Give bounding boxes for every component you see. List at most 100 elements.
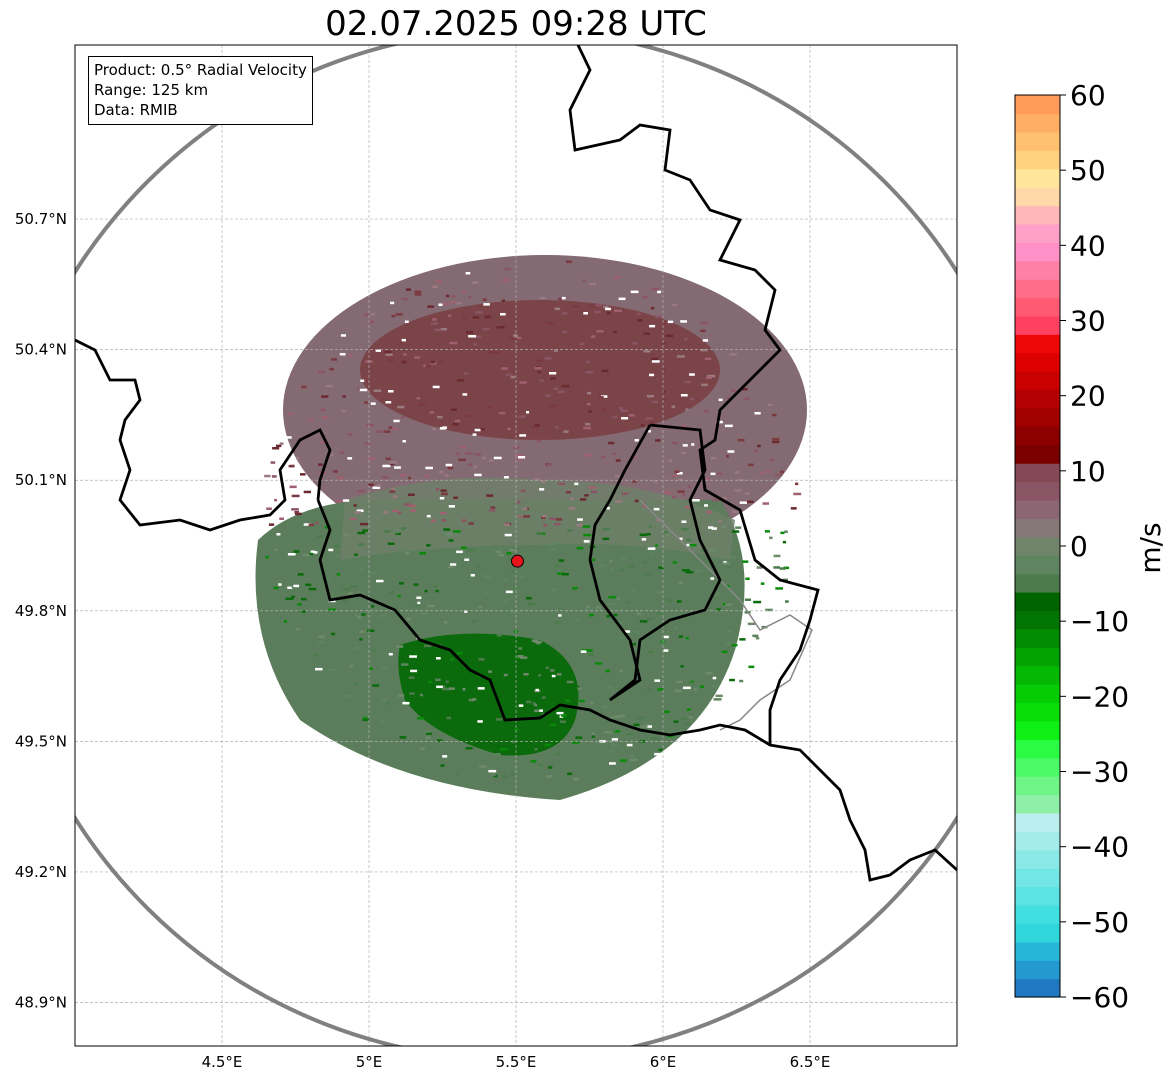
echo-speckle <box>706 376 712 380</box>
echo-speckle <box>391 427 398 431</box>
echo-speckle <box>689 543 697 547</box>
colorbar-swatch <box>1015 555 1060 575</box>
echo-speckle <box>586 360 591 364</box>
echo-speckle <box>395 532 401 535</box>
echo-speckle <box>667 320 674 324</box>
colorbar-swatch <box>1015 849 1060 869</box>
echo-speckle <box>330 453 334 457</box>
echo-speckle <box>631 342 638 345</box>
colorbar-swatch <box>1015 684 1060 704</box>
echo-speckle <box>467 463 473 466</box>
echo-speckle <box>591 735 595 738</box>
echo-speckle <box>339 451 345 454</box>
echo-speckle <box>735 526 742 529</box>
echo-speckle <box>558 559 564 562</box>
echo-speckle <box>519 381 527 384</box>
colorbar-swatch <box>1015 904 1060 924</box>
echo-speckle <box>756 504 762 508</box>
echo-speckle <box>341 598 348 602</box>
echo-speckle <box>534 704 538 707</box>
echo-speckle <box>705 671 713 675</box>
echo-speckle <box>450 408 457 411</box>
echo-speckle <box>581 649 590 652</box>
echo-speckle <box>765 470 770 473</box>
echo-speckle <box>678 635 683 638</box>
echo-speckle <box>427 680 432 684</box>
echo-speckle <box>700 321 708 325</box>
echo-speckle <box>363 716 368 720</box>
echo-speckle <box>619 621 623 624</box>
echo-speckle <box>531 639 538 642</box>
echo-speckle <box>361 613 366 616</box>
echo-speckle <box>681 451 686 455</box>
echo-speckle <box>621 492 629 495</box>
echo-speckle <box>328 548 334 552</box>
echo-speckle <box>401 297 409 301</box>
echo-speckle <box>371 605 375 608</box>
echo-speckle <box>561 384 570 388</box>
colorbar-swatch <box>1015 776 1060 796</box>
echo-speckle <box>645 417 653 420</box>
echo-speckle <box>607 602 616 605</box>
echo-speckle <box>727 450 735 453</box>
echo-speckle <box>266 507 272 510</box>
echo-speckle <box>682 444 688 447</box>
echo-speckle <box>505 590 513 594</box>
echo-speckle <box>534 366 542 370</box>
echo-speckle <box>695 569 702 573</box>
echo-speckle <box>734 471 740 474</box>
echo-speckle <box>779 567 786 570</box>
echo-speckle <box>755 637 760 640</box>
echo-speckle <box>656 591 664 594</box>
echo-speckle <box>722 497 727 500</box>
echo-speckle <box>409 692 415 695</box>
echo-speckle <box>654 679 661 682</box>
echo-speckle <box>619 759 627 762</box>
echo-speckle <box>574 482 579 486</box>
echo-speckle <box>279 517 284 520</box>
echo-speckle <box>713 593 720 596</box>
echo-speckle <box>671 474 678 478</box>
echo-speckle <box>771 440 780 444</box>
echo-speckle <box>752 644 760 647</box>
echo-speckle <box>693 688 698 691</box>
echo-speckle <box>717 472 723 476</box>
colorbar-tick-label: 50 <box>1070 154 1106 187</box>
echo-speckle <box>461 290 467 293</box>
echo-speckle <box>335 554 340 557</box>
echo-speckle <box>360 379 365 382</box>
echo-speckle <box>617 636 625 639</box>
echo-speckle <box>619 568 624 572</box>
echo-speckle <box>549 404 557 408</box>
echo-speckle <box>340 334 346 337</box>
echo-speckle <box>543 524 548 527</box>
echo-speckle <box>685 506 690 509</box>
echo-speckle <box>447 314 452 318</box>
echo-speckle <box>501 367 508 370</box>
echo-speckle <box>662 390 666 394</box>
echo-speckle <box>566 260 572 263</box>
echo-speckle <box>676 600 682 603</box>
echo-speckle <box>522 507 528 510</box>
echo-speckle <box>666 599 673 602</box>
echo-speckle <box>310 550 315 553</box>
echo-speckle <box>502 775 508 778</box>
echo-speckle <box>507 427 511 431</box>
echo-speckle <box>658 566 664 569</box>
echo-speckle <box>773 554 781 558</box>
echo-speckle <box>416 596 422 599</box>
echo-speckle <box>291 508 299 511</box>
echo-speckle <box>767 403 773 407</box>
echo-speckle <box>342 588 350 591</box>
echo-speckle <box>354 683 359 686</box>
echo-speckle <box>458 458 466 462</box>
echo-speckle <box>530 760 537 763</box>
echo-speckle <box>539 296 546 300</box>
echo-speckle <box>532 702 536 705</box>
echo-speckle <box>602 537 610 541</box>
echo-speckle <box>466 549 475 552</box>
echo-speckle <box>510 375 516 379</box>
echo-speckle <box>651 287 659 291</box>
lon-tick-label: 6.5°E <box>790 1053 831 1071</box>
echo-speckle <box>394 466 401 469</box>
